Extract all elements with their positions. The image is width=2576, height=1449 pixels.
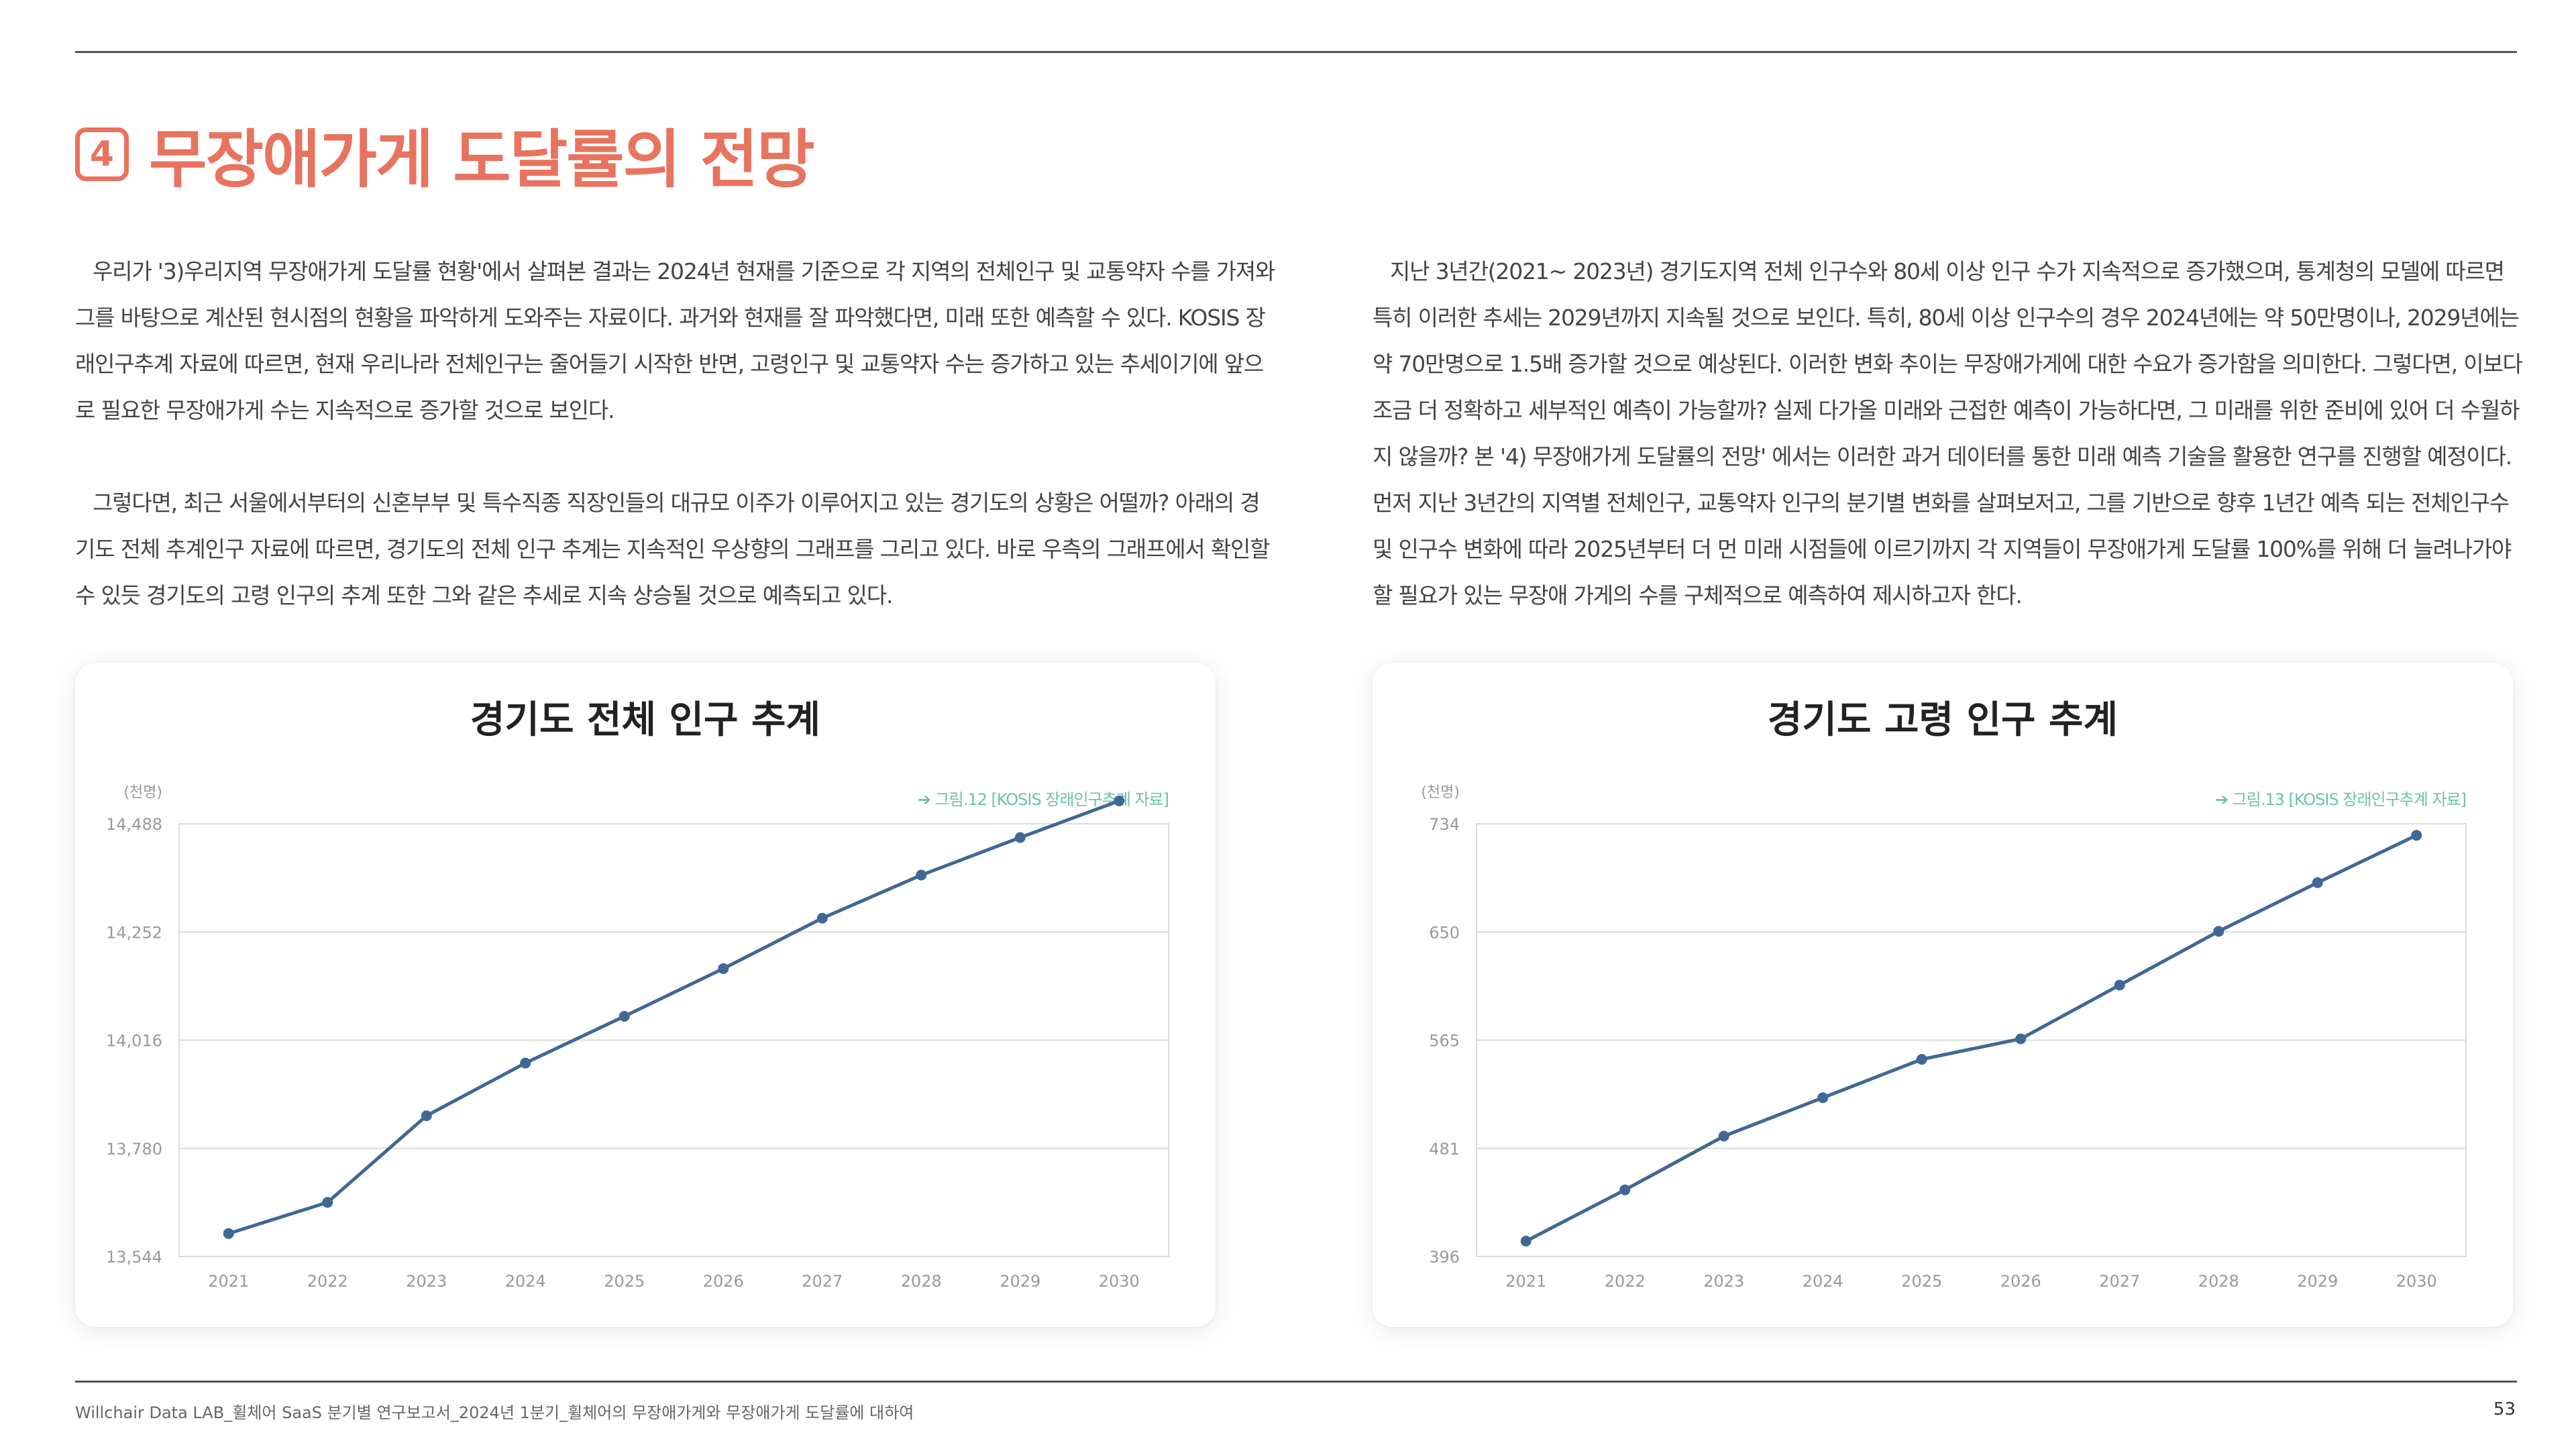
x-tick-label: 2030: [2396, 1272, 2437, 1291]
x-tick-label: 2029: [2297, 1272, 2338, 1291]
section-heading: 4 무장애가게 도달률의 전망: [75, 114, 815, 197]
chart-card-total-population: 경기도 전체 인구 추계 14,488 14,252 14,016 13,780 13,…: [75, 663, 1216, 1327]
data-point: [223, 1228, 234, 1239]
y-tick-label: 481: [1429, 1140, 1460, 1159]
data-point: [1520, 1236, 1532, 1247]
y-tick-label: 650: [1429, 923, 1460, 942]
y-tick-label: 14,252: [106, 923, 162, 942]
x-tick-label: 2024: [505, 1272, 546, 1291]
y-tick-label: 734: [1429, 815, 1460, 834]
data-point: [421, 1110, 432, 1122]
paragraph: 지난 3년간(2021~ 2023년) 경기도지역 전체 인구수와 80세 이상…: [1373, 258, 2523, 608]
data-point: [1916, 1054, 1927, 1065]
data-point: [916, 869, 927, 881]
series-line: [227, 799, 1120, 1236]
y-unit-label: (천명): [123, 784, 162, 801]
y-tick-label: 13,544: [106, 1248, 162, 1267]
data-point: [718, 963, 729, 974]
top-rule: [75, 51, 2517, 53]
chart-title: 경기도 전체 인구 추계: [470, 698, 821, 742]
data-point: [322, 1197, 333, 1208]
source-label: ➔ 그림.13 [KOSIS 장래인구추계 자료]: [2215, 790, 2466, 809]
x-tick-label: 2028: [901, 1272, 942, 1291]
x-tick-label: 2027: [2099, 1272, 2140, 1291]
y-tick-label: 14,488: [106, 815, 162, 834]
paragraph: 우리가 '3)우리지역 무장애가게 도달률 현황'에서 살펴본 결과는 2024…: [75, 258, 1275, 423]
data-point: [816, 912, 828, 924]
bottom-rule: [75, 1381, 2517, 1383]
data-point: [1014, 832, 1026, 843]
footer-text: Willchair Data LAB_휠체어 SaaS 분기별 연구보고서_20…: [75, 1403, 914, 1422]
data-point: [2411, 830, 2422, 841]
line-chart-total-population: 14,488 14,252 14,016 13,780 13,544 (천명) ➔ 그림.1…: [106, 784, 1169, 1291]
x-tick-label: 2023: [406, 1272, 447, 1291]
y-tick-label: 396: [1429, 1248, 1460, 1267]
x-tick-label: 2027: [802, 1272, 843, 1291]
data-point: [2015, 1033, 2027, 1044]
chart-card-elderly-population: 경기도 고령 인구 추계 734 650 565 481 396 (천명) ➔ 그림.13 …: [1373, 663, 2513, 1327]
data-point: [2312, 877, 2323, 888]
chart-title: 경기도 고령 인구 추계: [1767, 698, 2118, 742]
y-tick-label: 565: [1429, 1032, 1460, 1051]
data-point: [619, 1010, 630, 1022]
data-point: [1114, 795, 1125, 806]
x-tick-label: 2030: [1099, 1272, 1140, 1291]
x-tick-label: 2026: [703, 1272, 744, 1291]
y-tick-label: 13,780: [106, 1140, 162, 1159]
x-tick-label: 2021: [1505, 1272, 1546, 1291]
y-tick-label: 14,016: [106, 1032, 162, 1051]
x-tick-label: 2025: [1901, 1272, 1942, 1291]
data-point: [520, 1057, 531, 1069]
paragraph: 그렇다면, 최근 서울에서부터의 신혼부부 및 특수직종 직장인들의 대규모 이…: [75, 490, 1271, 608]
data-point: [1817, 1092, 1829, 1104]
x-tick-label: 2029: [1000, 1272, 1040, 1291]
x-tick-label: 2023: [1703, 1272, 1744, 1291]
data-point: [2114, 979, 2125, 991]
page-title: 무장애가게 도달률의 전망: [149, 123, 815, 197]
x-tick-label: 2022: [1605, 1272, 1646, 1291]
right-text-column: 지난 3년간(2021~ 2023년) 경기도지역 전체 인구수와 80세 이상…: [1373, 248, 2526, 619]
x-tick-label: 2025: [604, 1272, 645, 1291]
source-label: ➔ 그림.12 [KOSIS 장래인구추계 자료]: [918, 790, 1169, 809]
left-text-column: 우리가 '3)우리지역 무장애가게 도달률 현황'에서 살펴본 결과는 2024…: [75, 248, 1276, 619]
x-tick-label: 2021: [208, 1272, 249, 1291]
x-tick-label: 2024: [1803, 1272, 1843, 1291]
section-number-badge: 4: [75, 127, 129, 181]
y-unit-label: (천명): [1421, 784, 1460, 801]
series-line: [1525, 833, 2418, 1243]
line-chart-elderly-population: 734 650 565 481 396 (천명) ➔ 그림.13 [KOSIS 장래인구추계…: [1421, 784, 2467, 1291]
page-number: 53: [2493, 1399, 2516, 1419]
x-tick-label: 2026: [2000, 1272, 2041, 1291]
data-point: [2213, 926, 2224, 937]
data-point: [1619, 1184, 1631, 1195]
x-tick-label: 2022: [307, 1272, 348, 1291]
data-point: [1718, 1130, 1729, 1142]
x-tick-label: 2028: [2198, 1272, 2239, 1291]
